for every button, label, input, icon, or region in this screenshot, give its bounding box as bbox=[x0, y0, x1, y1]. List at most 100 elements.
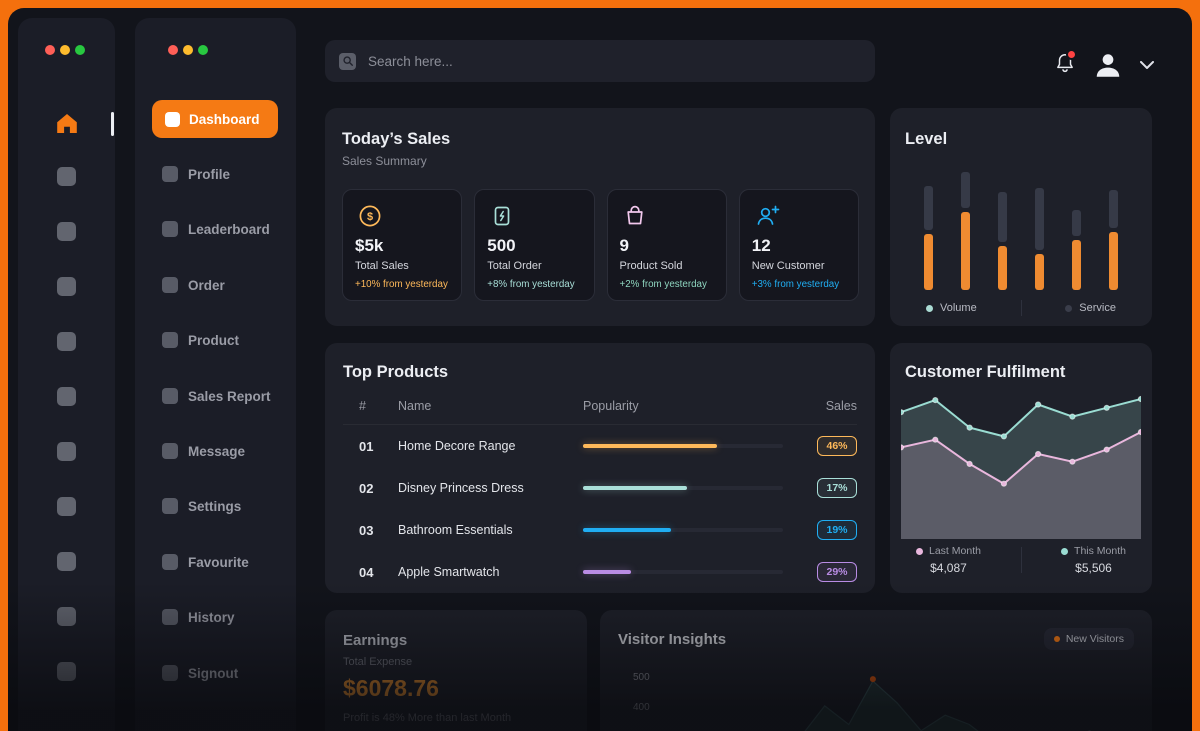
stats-row: $ $5k Total Sales +10% from yesterday 500 Tot… bbox=[342, 189, 859, 301]
table-row: 04 Apple Smartwatch 29% bbox=[343, 551, 857, 593]
customer-fulfilment-card: Customer Fulfilment Last Month $4,087 This… bbox=[890, 343, 1152, 593]
leaderboard-icon bbox=[162, 221, 178, 237]
badge-dot bbox=[1053, 636, 1060, 642]
stat-value: 12 bbox=[751, 236, 771, 255]
product-name: Disney Princess Dress bbox=[398, 481, 524, 495]
fulfilment-legend: Last Month $4,087 This Month $5,506 bbox=[904, 545, 1138, 575]
sidebar-item-label: Sales Report bbox=[188, 388, 271, 404]
stat-trend: +2% from yesterday bbox=[619, 279, 707, 290]
notification-dot bbox=[1066, 48, 1077, 60]
sidebar-item-label: Message bbox=[188, 443, 246, 459]
sidebar-item-favourite[interactable]: Favourite bbox=[135, 544, 296, 580]
favourite-icon bbox=[162, 554, 178, 570]
popularity-bar bbox=[583, 486, 687, 490]
legend-dot bbox=[1065, 304, 1073, 312]
level-legend: Volume Service bbox=[910, 300, 1132, 316]
product-icon bbox=[162, 332, 178, 348]
earnings-subtitle: Total Expense bbox=[343, 656, 413, 668]
sidebar-item-label: Leaderboard bbox=[188, 221, 270, 237]
stat-label: Total Sales bbox=[355, 260, 409, 272]
rail-item-profile[interactable] bbox=[57, 167, 76, 186]
visitor-area-chart bbox=[656, 656, 1138, 731]
stat-trend: +8% from yesterday bbox=[487, 279, 575, 290]
legend-label: Volume bbox=[940, 302, 977, 314]
row-number: 02 bbox=[359, 480, 374, 496]
svg-text:$: $ bbox=[367, 211, 373, 223]
dashboard-icon bbox=[165, 111, 180, 127]
sales-badge: 46% bbox=[817, 436, 857, 456]
stat-value: $5k bbox=[355, 236, 384, 255]
level-card: Level Volume Service bbox=[890, 108, 1152, 326]
sidebar-item-label: Favourite bbox=[188, 554, 249, 570]
legend-label: Last Month bbox=[929, 545, 981, 557]
sidebar-item-settings[interactable]: Settings bbox=[135, 488, 296, 524]
close-button[interactable] bbox=[45, 45, 55, 55]
notifications-bell-icon[interactable] bbox=[1054, 48, 1077, 80]
sales-cell: 29% bbox=[817, 562, 857, 582]
service-bar-segment bbox=[924, 186, 933, 230]
rail-item-product[interactable] bbox=[57, 332, 76, 351]
y-tick: 400 bbox=[633, 702, 650, 713]
legend-dot bbox=[916, 547, 923, 555]
volume-bar-segment bbox=[998, 246, 1007, 290]
new-visitors-badge[interactable]: New Visitors bbox=[1043, 628, 1134, 650]
sidebar-item-label: Order bbox=[188, 277, 225, 293]
y-axis-ticks: 500 400 bbox=[633, 672, 650, 713]
zoom-button[interactable] bbox=[198, 45, 208, 55]
volume-bar-segment bbox=[924, 234, 933, 290]
stat-label: Product Sold bbox=[619, 260, 683, 272]
stat-trend: +3% from yesterday bbox=[751, 279, 840, 290]
row-number: 04 bbox=[359, 564, 374, 580]
level-bar-group bbox=[924, 186, 933, 290]
stat-card-product-sold: 9 Product Sold +2% from yesterday bbox=[606, 189, 727, 301]
minimize-button[interactable] bbox=[60, 45, 70, 55]
user-avatar[interactable] bbox=[1093, 50, 1123, 80]
table-header: # Name Popularity Sales bbox=[343, 399, 857, 425]
popularity-bar bbox=[583, 444, 717, 448]
rail-item-order[interactable] bbox=[57, 277, 76, 296]
legend-this-month: This Month $5,506 bbox=[1061, 545, 1126, 575]
rail-item-favourite[interactable] bbox=[57, 552, 76, 571]
search-bar[interactable] bbox=[325, 40, 875, 82]
sidebar-item-label: Dashboard bbox=[189, 111, 260, 127]
sales-report-icon bbox=[162, 388, 178, 404]
popularity-track bbox=[583, 444, 783, 448]
service-bar-segment bbox=[998, 192, 1007, 242]
settings-icon bbox=[162, 498, 178, 514]
fulfilment-area-chart bbox=[897, 389, 1145, 539]
sidebar-item-message[interactable]: Message bbox=[135, 433, 296, 469]
popularity-cell bbox=[583, 528, 793, 532]
legend-volume: Volume bbox=[926, 302, 977, 314]
sidebar-item-label: Settings bbox=[188, 498, 242, 514]
minimize-button[interactable] bbox=[183, 45, 193, 55]
search-input[interactable] bbox=[366, 52, 861, 70]
col-header-num: # bbox=[359, 399, 366, 413]
sidebar-item-sales-report[interactable]: Sales Report bbox=[135, 378, 296, 414]
rail-item-sales-report[interactable] bbox=[57, 387, 76, 406]
stat-value: 500 bbox=[487, 236, 516, 255]
sidebar-item-leaderboard[interactable]: Leaderboard bbox=[135, 211, 296, 247]
chevron-down-icon[interactable] bbox=[1140, 61, 1154, 69]
sidebar-item-product[interactable]: Product bbox=[135, 322, 296, 358]
sidebar-item-dashboard[interactable]: Dashboard bbox=[152, 100, 278, 138]
rail-item-settings[interactable] bbox=[57, 497, 76, 516]
rail-item-message[interactable] bbox=[57, 442, 76, 461]
zoom-button[interactable] bbox=[75, 45, 85, 55]
col-header-popularity: Popularity bbox=[583, 399, 639, 413]
rail-item-leaderboard[interactable] bbox=[57, 222, 76, 241]
popularity-track bbox=[583, 570, 783, 574]
close-button[interactable] bbox=[168, 45, 178, 55]
sidebar-item-label: Product bbox=[188, 332, 240, 348]
sidebar-item-order[interactable]: Order bbox=[135, 267, 296, 303]
stat-trend: +10% from yesterday bbox=[355, 279, 448, 290]
row-number: 01 bbox=[359, 438, 374, 454]
service-bar-segment bbox=[1072, 210, 1081, 236]
level-bar-group bbox=[1109, 190, 1118, 290]
popularity-cell bbox=[583, 444, 793, 448]
new-customer-icon bbox=[752, 201, 782, 231]
popularity-bar bbox=[583, 528, 671, 532]
rail-item-dashboard[interactable] bbox=[54, 110, 80, 136]
popularity-track bbox=[583, 486, 783, 490]
sidebar-item-profile[interactable]: Profile bbox=[135, 156, 296, 192]
